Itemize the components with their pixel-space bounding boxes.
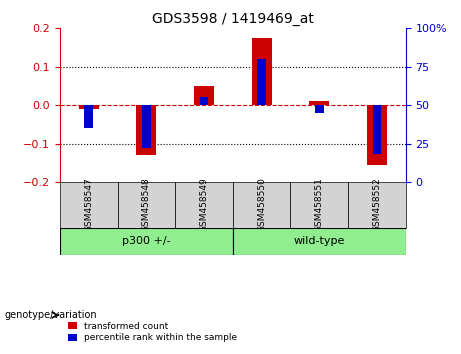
FancyBboxPatch shape: [60, 228, 233, 255]
Bar: [315, 105, 324, 113]
Bar: [84, 105, 93, 128]
FancyBboxPatch shape: [290, 182, 348, 228]
Text: GSM458548: GSM458548: [142, 178, 151, 232]
Text: genotype/variation: genotype/variation: [5, 310, 97, 320]
Bar: [257, 59, 266, 105]
FancyBboxPatch shape: [118, 182, 175, 228]
Bar: [309, 101, 329, 105]
Text: GSM458549: GSM458549: [200, 178, 208, 232]
Text: GSM458551: GSM458551: [315, 177, 324, 232]
Bar: [200, 97, 208, 105]
Title: GDS3598 / 1419469_at: GDS3598 / 1419469_at: [152, 12, 314, 26]
FancyBboxPatch shape: [233, 228, 406, 255]
Bar: [79, 105, 99, 109]
Text: GSM458552: GSM458552: [372, 178, 381, 232]
Bar: [372, 105, 381, 154]
Bar: [194, 86, 214, 105]
Text: wild-type: wild-type: [294, 236, 345, 246]
FancyBboxPatch shape: [175, 182, 233, 228]
Bar: [136, 105, 156, 155]
FancyBboxPatch shape: [60, 182, 118, 228]
Bar: [367, 105, 387, 165]
Text: p300 +/-: p300 +/-: [122, 236, 171, 246]
Text: GSM458547: GSM458547: [84, 178, 93, 232]
Bar: [252, 38, 272, 105]
Bar: [142, 105, 151, 148]
FancyBboxPatch shape: [348, 182, 406, 228]
Legend: transformed count, percentile rank within the sample: transformed count, percentile rank withi…: [65, 318, 241, 346]
FancyBboxPatch shape: [233, 182, 290, 228]
Text: GSM458550: GSM458550: [257, 177, 266, 232]
